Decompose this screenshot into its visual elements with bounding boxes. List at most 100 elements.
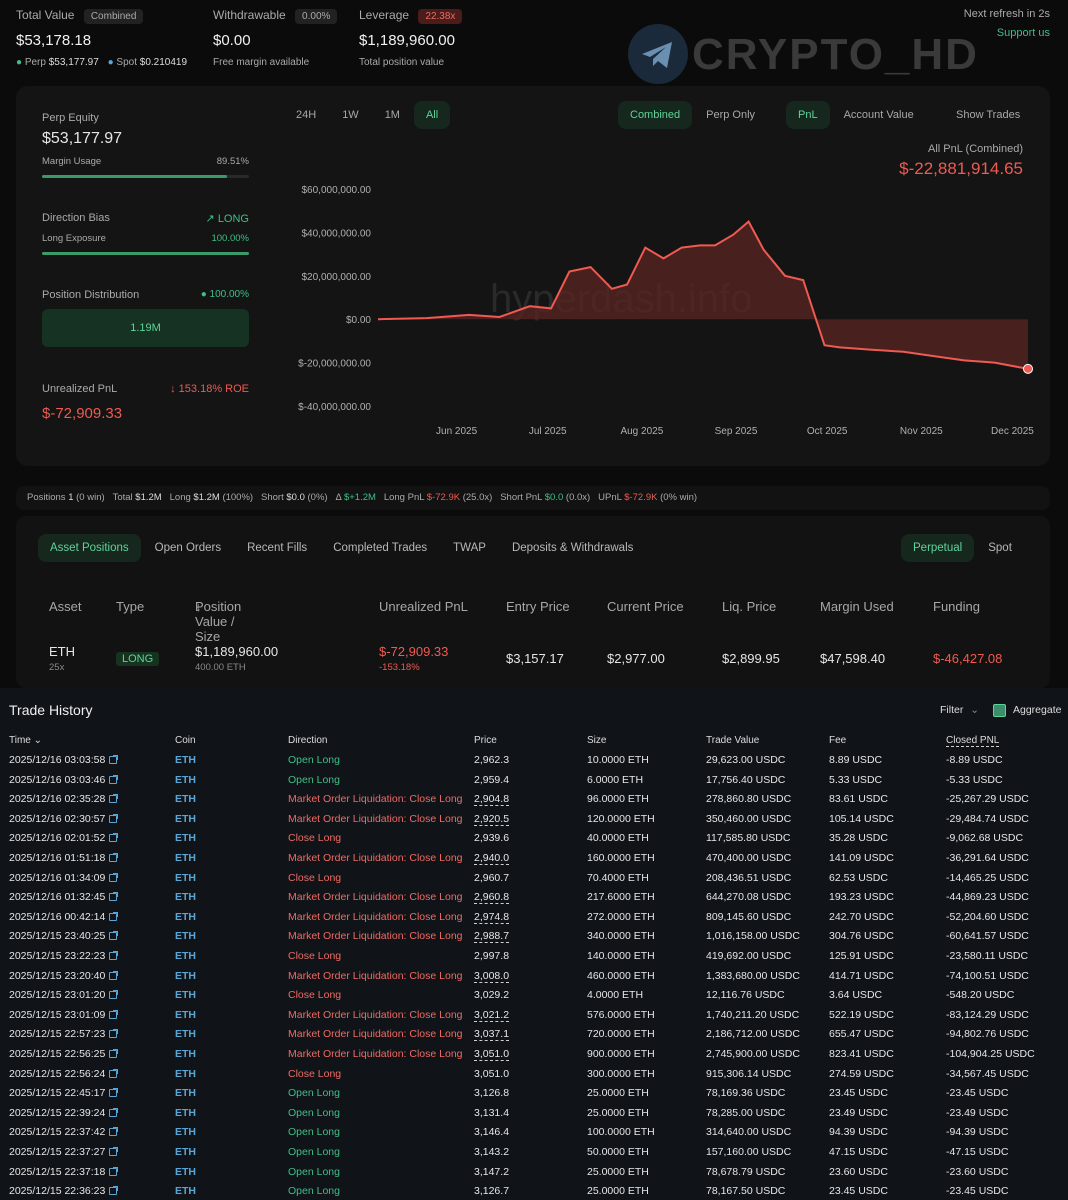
- th-col-closed-pnl[interactable]: Closed PNL: [946, 735, 1000, 747]
- mode-combined[interactable]: Combined: [618, 101, 693, 129]
- external-link-icon[interactable]: [109, 1009, 119, 1019]
- external-link-icon[interactable]: [109, 1147, 119, 1156]
- trade-fee: 23.60 USDC: [829, 1165, 888, 1178]
- external-link-icon[interactable]: [109, 813, 119, 823]
- metric-pnl[interactable]: PnL: [786, 101, 830, 129]
- external-link-icon[interactable]: [109, 774, 119, 784]
- trade-closed-pnl: -44,869.23 USDC: [946, 891, 1029, 904]
- external-link-icon[interactable]: [109, 951, 119, 960]
- external-link-icon[interactable]: [109, 1166, 119, 1176]
- table-row[interactable]: 2025/12/15 22:36:23 ETH Open Long 3,126.7 25…: [0, 1182, 1068, 1200]
- trade-price: 2,997.8: [474, 950, 510, 962]
- th-col-trade-value[interactable]: Trade Value: [706, 735, 760, 746]
- external-link-icon[interactable]: [109, 1107, 119, 1117]
- table-row[interactable]: 2025/12/15 22:37:42 ETH Open Long 3,146.4 10…: [0, 1123, 1068, 1143]
- th-col-fee[interactable]: Fee: [829, 735, 847, 746]
- col-current[interactable]: Current Price: [607, 599, 684, 614]
- range-24h[interactable]: 24H: [296, 109, 317, 121]
- external-link-icon[interactable]: [109, 755, 119, 764]
- table-row[interactable]: 2025/12/16 01:51:18 ETH Market Order Liqui…: [0, 849, 1068, 869]
- external-link-icon[interactable]: [109, 1029, 119, 1039]
- external-link-icon[interactable]: [109, 1068, 119, 1078]
- trade-closed-pnl: -60,641.57 USDC: [946, 930, 1029, 943]
- th-col-coin[interactable]: Coin: [175, 735, 196, 746]
- table-row[interactable]: 2025/12/15 22:39:24 ETH Open Long 3,131.4 25…: [0, 1104, 1068, 1124]
- table-row[interactable]: 2025/12/16 01:32:45 ETH Market Order Liqui…: [0, 888, 1068, 908]
- trade-time: 2025/12/15 22:37:27: [9, 1146, 119, 1158]
- total-label: Total: [112, 492, 133, 503]
- col-type[interactable]: Type: [116, 599, 145, 614]
- range-1w[interactable]: 1W: [342, 109, 359, 121]
- metric-account-value[interactable]: Account Value: [843, 109, 914, 121]
- pnl-last-point[interactable]: [1023, 363, 1033, 374]
- external-link-icon[interactable]: [109, 911, 119, 921]
- external-link-icon[interactable]: [109, 970, 119, 980]
- external-link-icon[interactable]: [109, 794, 119, 804]
- col-funding[interactable]: Funding: [933, 599, 980, 614]
- table-row[interactable]: 2025/12/15 22:56:25 ETH Market Order Liqui…: [0, 1045, 1068, 1065]
- external-link-icon[interactable]: [109, 892, 119, 902]
- external-link-icon[interactable]: [109, 1127, 119, 1137]
- table-row[interactable]: 2025/12/16 01:34:09 ETH Close Long 2,960.7 7…: [0, 869, 1068, 889]
- tab-spot[interactable]: Spot: [988, 542, 1012, 554]
- tab-asset-positions[interactable]: Asset Positions: [38, 534, 141, 562]
- external-link-icon[interactable]: [109, 1186, 119, 1196]
- position-row[interactable]: ETH 25x LONG $1,189,960.00 400.00 ETH $-…: [0, 640, 1068, 680]
- table-row[interactable]: 2025/12/16 03:03:58 ETH Open Long 2,962.3 10…: [0, 751, 1068, 771]
- col-entry[interactable]: Entry Price: [506, 599, 570, 614]
- col-liq[interactable]: Liq. Price: [722, 599, 777, 614]
- th-col-direction[interactable]: Direction: [288, 735, 328, 746]
- th-col-price[interactable]: Price: [474, 735, 497, 746]
- long-pnl-value: $-72.9K: [426, 492, 461, 503]
- range-1m[interactable]: 1M: [384, 109, 400, 121]
- external-link-icon[interactable]: [109, 990, 119, 1000]
- trade-value: 157,160.00 USDC: [706, 1146, 792, 1158]
- table-row[interactable]: 2025/12/15 22:45:17 ETH Open Long 3,126.8 25…: [0, 1084, 1068, 1104]
- tab-twap[interactable]: TWAP: [453, 542, 486, 554]
- tab-recent-fills[interactable]: Recent Fills: [247, 542, 308, 554]
- tab-completed-trades[interactable]: Completed Trades: [333, 542, 428, 554]
- trade-direction: Open Long: [288, 1106, 340, 1119]
- filter-dropdown[interactable]: Filter ⌄: [940, 704, 980, 716]
- range-all[interactable]: All: [413, 101, 451, 129]
- trade-value: 78,169.36 USDC: [706, 1087, 786, 1100]
- tab-deposits-withdrawals[interactable]: Deposits & Withdrawals: [511, 542, 634, 554]
- th-col-size[interactable]: Size: [587, 735, 607, 746]
- show-trades-button[interactable]: Show Trades: [956, 109, 1021, 121]
- col-upnl[interactable]: Unrealized PnL: [379, 599, 468, 614]
- th-col-time[interactable]: Time ⌄: [9, 735, 43, 746]
- table-row[interactable]: 2025/12/15 23:01:09 ETH Market Order Liqui…: [0, 1006, 1068, 1026]
- table-row[interactable]: 2025/12/16 02:30:57 ETH Market Order Liqui…: [0, 810, 1068, 830]
- external-link-icon[interactable]: [109, 853, 119, 862]
- col-asset[interactable]: Asset: [49, 599, 82, 614]
- aggregate-checkbox[interactable]: [993, 704, 1006, 717]
- table-row[interactable]: 2025/12/16 02:01:52 ETH Close Long 2,939.6 4…: [0, 829, 1068, 849]
- positions-label: Positions: [27, 492, 66, 503]
- external-link-icon[interactable]: [109, 1049, 119, 1058]
- trade-value: 117,585.80 USDC: [706, 832, 791, 845]
- trade-time: 2025/12/15 22:39:24: [9, 1107, 119, 1119]
- table-row[interactable]: 2025/12/15 22:56:24 ETH Close Long 3,051.0 3…: [0, 1065, 1068, 1085]
- trade-closed-pnl: -23.60 USDC: [946, 1165, 1009, 1178]
- tab-open-orders[interactable]: Open Orders: [154, 542, 222, 554]
- table-row[interactable]: 2025/12/15 22:37:27 ETH Open Long 3,143.2 50…: [0, 1143, 1068, 1163]
- table-row[interactable]: 2025/12/15 22:37:18 ETH Open Long 3,147.2 25…: [0, 1163, 1068, 1183]
- table-row[interactable]: 2025/12/15 22:57:23 ETH Market Order Liqui…: [0, 1025, 1068, 1045]
- external-link-icon[interactable]: [109, 872, 119, 882]
- table-row[interactable]: 2025/12/15 23:40:25 ETH Market Order Liqui…: [0, 927, 1068, 947]
- metric-tabs: PnL Account Value: [786, 101, 926, 129]
- external-link-icon[interactable]: [109, 1088, 119, 1098]
- table-row[interactable]: 2025/12/15 23:20:40 ETH Market Order Liqui…: [0, 967, 1068, 987]
- tab-perpetual[interactable]: Perpetual: [901, 534, 975, 562]
- table-row[interactable]: 2025/12/16 02:35:28 ETH Market Order Liqui…: [0, 790, 1068, 810]
- support-link[interactable]: Support us: [996, 27, 1050, 39]
- external-link-icon[interactable]: [109, 833, 119, 843]
- table-row[interactable]: 2025/12/16 03:03:46 ETH Open Long 2,959.4 6.…: [0, 771, 1068, 791]
- table-row[interactable]: 2025/12/15 23:22:23 ETH Close Long 2,997.8 1…: [0, 947, 1068, 967]
- mode-perp-only[interactable]: Perp Only: [706, 109, 756, 121]
- table-row[interactable]: 2025/12/15 23:01:20 ETH Close Long 3,029.2 4…: [0, 986, 1068, 1006]
- col-margin[interactable]: Margin Used: [820, 599, 894, 614]
- external-link-icon[interactable]: [109, 931, 119, 941]
- trade-time: 2025/12/16 02:01:52: [9, 832, 119, 844]
- table-row[interactable]: 2025/12/16 00:42:14 ETH Market Order Liqui…: [0, 908, 1068, 928]
